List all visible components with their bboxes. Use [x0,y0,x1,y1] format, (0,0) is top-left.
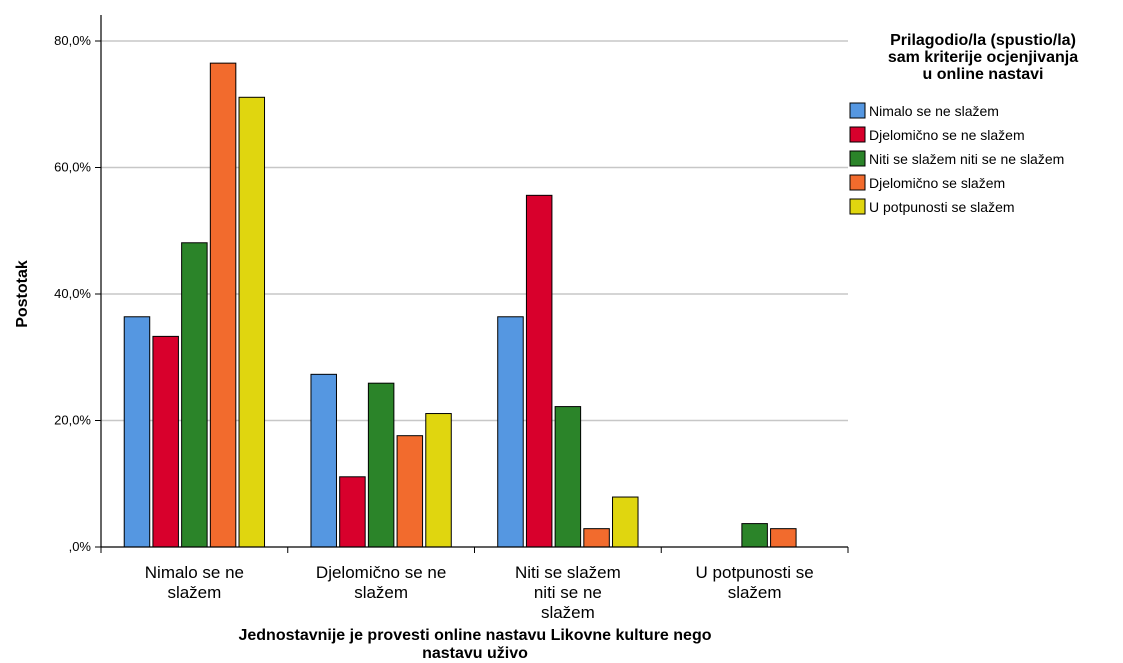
bar [310,373,337,548]
axes [100,15,849,553]
x-category-label: Nimalo se ne slažem [145,563,244,602]
bar [554,406,582,548]
gridlines [95,40,848,548]
bar [396,435,424,548]
bars [123,62,825,548]
y-tick-label: 60,0% [54,160,91,175]
bar [181,242,208,548]
bar [583,528,610,548]
legend: Prilagodio/la (spustio/la) sam kriterije … [849,32,1078,215]
legend-item-label: U potpunosti se slažem [869,199,1015,215]
bar [209,62,237,548]
bar [152,335,179,548]
x-category-label: Niti se slažem niti se ne slažem [515,563,621,622]
legend-title: Prilagodio/la (spustio/la) sam kriterije … [888,32,1078,83]
y-tick-labels: ,0% 20,0% 40,0% 60,0% 80,0% [54,33,91,554]
bar [741,523,768,548]
y-tick-label: 20,0% [54,413,91,428]
bar [123,316,151,548]
legend-item-label: Djelomično se slažem [869,175,1005,191]
x-axis-title-text: Jednostavnije je provesti online nastavu… [238,627,711,662]
y-tick-label: ,0% [69,539,92,554]
legend-swatch [849,102,866,119]
x-axis-title: Jednostavnije je provesti online nastavu… [238,627,711,662]
y-axis-title: Postotak [14,260,31,328]
bar [497,316,524,548]
y-tick-label: 80,0% [54,33,91,48]
bar [339,476,366,548]
x-category-label: U potpunosti se slažem [696,563,814,602]
legend-swatch [849,126,866,143]
y-tick-label: 40,0% [54,286,91,301]
bar [525,194,553,548]
bar [770,528,797,548]
bar [612,496,639,548]
bar [367,382,395,548]
bar [425,413,452,548]
x-category-labels: Nimalo se ne slažem Djelomično se ne slažem… [145,563,814,622]
bar [238,96,266,548]
legend-swatch [849,198,866,215]
legend-item-label: Nimalo se ne slažem [869,103,999,119]
legend-item-label: Niti se slažem niti se ne slažem [869,151,1064,167]
x-category-label: Djelomično se ne slažem [316,563,446,602]
legend-swatch [849,174,866,191]
legend-swatch [849,150,866,167]
legend-item-label: Djelomično se ne slažem [869,127,1025,143]
